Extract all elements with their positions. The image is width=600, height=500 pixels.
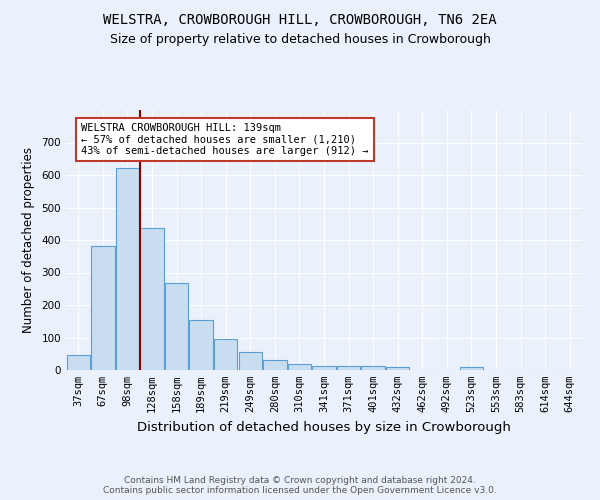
Bar [239, 352, 262, 370]
Bar [313, 366, 335, 370]
Bar [460, 368, 483, 370]
Bar [91, 246, 115, 370]
Text: WELSTRA, CROWBOROUGH HILL, CROWBOROUGH, TN6 2EA: WELSTRA, CROWBOROUGH HILL, CROWBOROUGH, … [103, 12, 497, 26]
Bar [386, 368, 409, 370]
X-axis label: Distribution of detached houses by size in Crowborough: Distribution of detached houses by size … [137, 420, 511, 434]
Bar [165, 283, 188, 370]
Text: WELSTRA CROWBOROUGH HILL: 139sqm
← 57% of detached houses are smaller (1,210)
43: WELSTRA CROWBOROUGH HILL: 139sqm ← 57% o… [82, 123, 369, 156]
Bar [214, 339, 238, 370]
Bar [361, 366, 385, 370]
Bar [67, 354, 90, 370]
Y-axis label: Number of detached properties: Number of detached properties [22, 147, 35, 333]
Bar [140, 228, 164, 370]
Bar [337, 366, 360, 370]
Bar [288, 364, 311, 370]
Bar [263, 360, 287, 370]
Bar [190, 320, 213, 370]
Text: Size of property relative to detached houses in Crowborough: Size of property relative to detached ho… [110, 32, 490, 46]
Bar [116, 168, 139, 370]
Text: Contains HM Land Registry data © Crown copyright and database right 2024.
Contai: Contains HM Land Registry data © Crown c… [103, 476, 497, 495]
